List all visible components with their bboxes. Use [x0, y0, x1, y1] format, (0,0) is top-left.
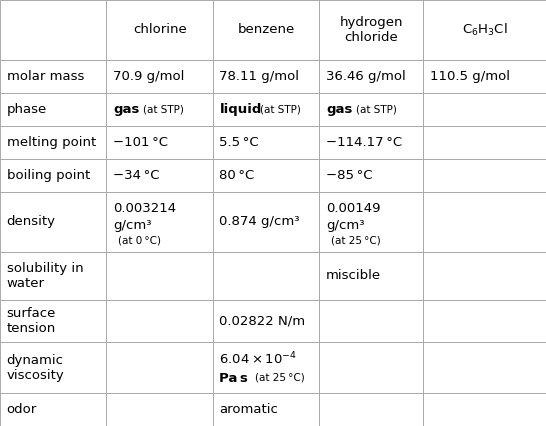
Bar	[0, 192, 106, 252]
Text: gas: gas	[326, 103, 352, 116]
Bar	[106, 126, 213, 159]
Text: −114.17 °C: −114.17 °C	[326, 136, 402, 149]
Text: Pa s: Pa s	[219, 372, 248, 385]
Text: 36.46 g/mol: 36.46 g/mol	[326, 69, 406, 83]
Bar	[213, 0, 319, 60]
Bar	[423, 300, 546, 342]
Text: 0.02822 N/m: 0.02822 N/m	[219, 315, 306, 328]
Bar	[106, 159, 213, 192]
Bar	[319, 159, 423, 192]
Bar	[423, 93, 546, 126]
Text: (at 25 °C): (at 25 °C)	[331, 236, 381, 245]
Bar	[319, 342, 423, 393]
Bar	[0, 159, 106, 192]
Text: benzene: benzene	[238, 23, 295, 36]
Bar	[106, 192, 213, 252]
Bar	[0, 342, 106, 393]
Bar	[106, 0, 213, 60]
Bar	[423, 60, 546, 93]
Text: g/cm³: g/cm³	[113, 219, 152, 232]
Text: $\mathrm{C_6H_3Cl}$: $\mathrm{C_6H_3Cl}$	[462, 22, 507, 38]
Bar	[423, 192, 546, 252]
Text: 5.5 °C: 5.5 °C	[219, 136, 259, 149]
Bar	[0, 126, 106, 159]
Text: dynamic
viscosity: dynamic viscosity	[7, 354, 64, 382]
Text: surface
tension: surface tension	[7, 307, 56, 335]
Text: (at 0 °C): (at 0 °C)	[118, 236, 162, 245]
Text: g/cm³: g/cm³	[326, 219, 365, 232]
Bar	[423, 393, 546, 426]
Bar	[319, 252, 423, 300]
Bar	[106, 93, 213, 126]
Bar	[423, 252, 546, 300]
Bar	[0, 300, 106, 342]
Text: (at STP): (at STP)	[260, 104, 301, 114]
Text: −34 °C: −34 °C	[113, 169, 159, 182]
Bar	[423, 342, 546, 393]
Text: molar mass: molar mass	[7, 69, 84, 83]
Text: chlorine: chlorine	[133, 23, 187, 36]
Bar	[423, 0, 546, 60]
Bar	[319, 0, 423, 60]
Text: 80 °C: 80 °C	[219, 169, 255, 182]
Text: 0.874 g/cm³: 0.874 g/cm³	[219, 215, 300, 228]
Bar	[319, 192, 423, 252]
Bar	[319, 60, 423, 93]
Bar	[319, 126, 423, 159]
Text: (at 25 °C): (at 25 °C)	[255, 372, 305, 382]
Bar	[213, 126, 319, 159]
Text: (at STP): (at STP)	[356, 104, 397, 114]
Text: miscible: miscible	[326, 269, 381, 282]
Text: phase: phase	[7, 103, 47, 116]
Text: −101 °C: −101 °C	[113, 136, 168, 149]
Text: melting point: melting point	[7, 136, 96, 149]
Bar	[106, 252, 213, 300]
Text: odor: odor	[7, 403, 37, 416]
Text: hydrogen
chloride: hydrogen chloride	[340, 16, 403, 44]
Text: (at STP): (at STP)	[143, 104, 184, 114]
Text: 110.5 g/mol: 110.5 g/mol	[430, 69, 510, 83]
Text: solubility in
water: solubility in water	[7, 262, 83, 290]
Bar	[213, 93, 319, 126]
Bar	[0, 60, 106, 93]
Bar	[423, 159, 546, 192]
Bar	[319, 393, 423, 426]
Bar	[213, 192, 319, 252]
Text: 70.9 g/mol: 70.9 g/mol	[113, 69, 185, 83]
Bar	[0, 0, 106, 60]
Bar	[319, 93, 423, 126]
Bar	[213, 300, 319, 342]
Text: 0.00149: 0.00149	[326, 202, 381, 215]
Bar	[213, 60, 319, 93]
Text: 0.003214: 0.003214	[113, 202, 176, 215]
Text: aromatic: aromatic	[219, 403, 278, 416]
Bar	[106, 393, 213, 426]
Bar	[213, 159, 319, 192]
Bar	[319, 300, 423, 342]
Bar	[213, 342, 319, 393]
Text: 78.11 g/mol: 78.11 g/mol	[219, 69, 300, 83]
Bar	[106, 300, 213, 342]
Bar	[0, 393, 106, 426]
Bar	[106, 342, 213, 393]
Bar	[213, 393, 319, 426]
Bar	[0, 93, 106, 126]
Bar	[106, 60, 213, 93]
Text: liquid: liquid	[219, 103, 262, 116]
Text: gas: gas	[113, 103, 139, 116]
Text: boiling point: boiling point	[7, 169, 90, 182]
Bar	[423, 126, 546, 159]
Bar	[0, 252, 106, 300]
Text: density: density	[7, 215, 56, 228]
Text: $6.04\times10^{-4}$: $6.04\times10^{-4}$	[219, 351, 298, 367]
Bar	[213, 252, 319, 300]
Text: −85 °C: −85 °C	[326, 169, 372, 182]
